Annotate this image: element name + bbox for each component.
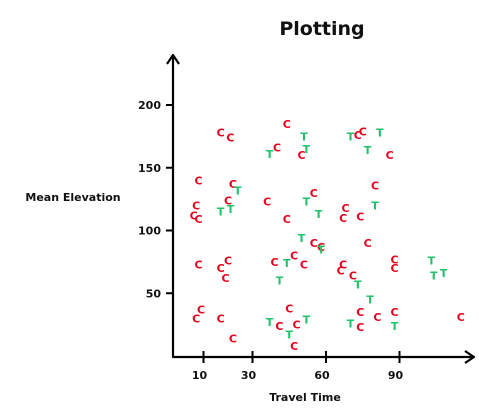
axes bbox=[166, 53, 476, 364]
scatter-point-t: T bbox=[376, 127, 384, 140]
scatter-point-t: T bbox=[285, 329, 293, 342]
scatter-point-t: T bbox=[347, 130, 355, 143]
y-tick-label: 100 bbox=[138, 225, 161, 238]
scatter-point-c: C bbox=[317, 241, 325, 254]
y-tick-label: 50 bbox=[146, 287, 162, 300]
scatter-point-c: C bbox=[342, 202, 350, 215]
scatter-point-c: C bbox=[359, 125, 367, 138]
scatter-point-t: T bbox=[217, 206, 225, 219]
scatter-point-c: C bbox=[283, 213, 291, 226]
chart-title: Plotting bbox=[279, 18, 364, 40]
scatter-point-c: C bbox=[285, 302, 293, 315]
scatter-point-t: T bbox=[428, 255, 436, 268]
scatter-point-c: C bbox=[339, 212, 347, 225]
scatter-point-c: C bbox=[391, 262, 399, 275]
scatter-point-c: C bbox=[354, 129, 362, 142]
scatter-point-c: C bbox=[195, 174, 203, 187]
scatter-point-c: C bbox=[217, 127, 225, 140]
scatter-point-c: C bbox=[290, 340, 298, 353]
scatter-point-c: C bbox=[356, 211, 364, 224]
scatter-point-c: C bbox=[300, 258, 308, 271]
x-tick-label: 60 bbox=[314, 369, 330, 382]
scatter-point-t: T bbox=[317, 243, 325, 256]
scatter-point-c: C bbox=[310, 237, 318, 250]
x-tick-label: 30 bbox=[241, 369, 257, 382]
scatter-point-c: C bbox=[275, 320, 283, 333]
scatter-point-c: C bbox=[349, 270, 357, 283]
y-axis-arrowhead bbox=[166, 53, 180, 65]
scatter-point-c: C bbox=[364, 237, 372, 250]
scatter-point-c: C bbox=[356, 306, 364, 319]
scatter-point-c: C bbox=[222, 272, 230, 285]
scatter-point-c: C bbox=[263, 196, 271, 209]
x-tick-label: 90 bbox=[388, 369, 404, 382]
scatter-point-c: C bbox=[283, 118, 291, 131]
y-axis-label: Mean Elevation bbox=[25, 191, 120, 204]
y-tick-label: 150 bbox=[138, 162, 161, 175]
scatter-point-t: T bbox=[266, 148, 274, 161]
scatter-point-t: T bbox=[371, 199, 379, 212]
scatter-point-t: T bbox=[303, 314, 311, 327]
scatter-point-t: T bbox=[354, 278, 362, 291]
scatter-point-c: C bbox=[229, 332, 237, 345]
scatter-point-c: C bbox=[195, 258, 203, 271]
scatter-point-c: C bbox=[273, 142, 281, 155]
scatter-point-c: C bbox=[337, 265, 345, 278]
scatter-point-t: T bbox=[234, 184, 242, 197]
scatter-point-t: T bbox=[227, 203, 235, 216]
scatter-point-c: C bbox=[192, 312, 200, 325]
x-axis-label: Travel Time bbox=[269, 391, 341, 404]
scatter-point-t: T bbox=[430, 270, 438, 283]
scatter-point-t: T bbox=[300, 130, 308, 143]
scatter-point-c: C bbox=[339, 258, 347, 271]
scatter-point-t: T bbox=[347, 317, 355, 330]
scatter-point-c: C bbox=[217, 262, 225, 275]
scatter-point-t: T bbox=[276, 275, 284, 288]
scatter-point-c: C bbox=[190, 209, 198, 222]
scatter-point-t: T bbox=[440, 267, 448, 280]
scatter-point-c: C bbox=[226, 132, 234, 145]
scatter-point-c: C bbox=[229, 178, 237, 191]
scatter-point-c: C bbox=[197, 304, 205, 317]
scatter-point-t: T bbox=[266, 316, 274, 329]
scatter-point-t: T bbox=[303, 143, 311, 156]
scatter-point-c: C bbox=[293, 319, 301, 332]
scatter-point-c: C bbox=[356, 321, 364, 334]
scatter-point-t: T bbox=[283, 257, 291, 270]
x-tick-label: 10 bbox=[192, 369, 208, 382]
scatter-point-c: C bbox=[224, 194, 232, 207]
y-tick-label: 200 bbox=[138, 99, 161, 112]
scatter-point-t: T bbox=[298, 232, 306, 245]
scatter-point-t: T bbox=[315, 208, 323, 221]
scatter-point-c: C bbox=[371, 179, 379, 192]
scatter-point-t: T bbox=[303, 196, 311, 209]
scatter-point-c: C bbox=[224, 255, 232, 268]
scatter-point-t: T bbox=[391, 320, 399, 333]
x-axis-arrowhead bbox=[464, 350, 476, 364]
scatter-point-c: C bbox=[386, 149, 394, 162]
scatter-point-c: C bbox=[310, 187, 318, 200]
scatter-point-c: C bbox=[195, 213, 203, 226]
scatter-point-c: C bbox=[217, 312, 225, 325]
scatter-point-c: C bbox=[391, 306, 399, 319]
scatter-point-t: T bbox=[366, 294, 374, 307]
scatter-point-c: C bbox=[290, 250, 298, 263]
scatter-point-c: C bbox=[271, 256, 279, 269]
axis-ticks: 10 30 60 90 50 100 150 200 bbox=[138, 99, 403, 382]
scatter-point-c: C bbox=[297, 149, 305, 162]
scatter-point-c: C bbox=[391, 253, 399, 266]
scatter-point-t: T bbox=[364, 144, 372, 157]
scatter-point-c: C bbox=[373, 311, 381, 324]
scatter-point-c: C bbox=[457, 311, 465, 324]
scatter-point-c: C bbox=[192, 199, 200, 212]
